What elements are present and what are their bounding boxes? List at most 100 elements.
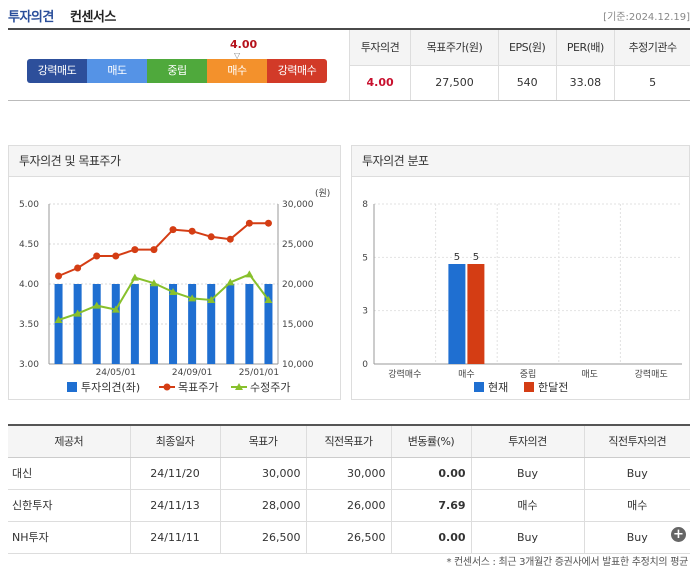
broker-header: 투자의견: [470, 424, 584, 458]
series-line-adjusted-price: [58, 273, 270, 321]
target-price-point: [150, 246, 158, 254]
broker-prev-opinion: Buy: [583, 457, 690, 490]
header-divider: [8, 28, 690, 30]
summary-count-value: 5: [614, 65, 690, 100]
broker-change: 0.00: [390, 521, 471, 554]
broker-target: 26,500: [219, 521, 306, 554]
target-price-point: [264, 219, 272, 227]
legend-marker-adjusted: [235, 383, 243, 390]
broker-date: 24/11/13: [129, 489, 220, 522]
chart1-title: 투자의견 및 목표주가: [9, 146, 340, 177]
target-price-point: [93, 252, 101, 260]
opinion-bar: [130, 284, 139, 364]
summary-header-row: 투자의견 목표주가(원) EPS(원) PER(배) 추정기관수: [348, 30, 690, 66]
expand-plus-icon[interactable]: +: [671, 527, 686, 542]
summary-divider: [8, 100, 690, 101]
broker-prev-target: 30,000: [305, 457, 391, 490]
y-tick-left: 3.50: [19, 320, 39, 330]
x-tick: 24/09/01: [172, 368, 212, 378]
broker-change: 0.00: [390, 457, 471, 490]
legend-swatch-current: [474, 382, 484, 392]
summary-opinion-value: 4.00: [348, 65, 411, 100]
y-tick-left: 5.00: [19, 200, 39, 210]
summary-header: 추정기관수: [614, 30, 690, 66]
opinion-target-price-panel: 투자의견 및 목표주가 3.00 10,000 3.50 15,000 4.00 20,0…: [8, 145, 341, 400]
opinion-bar: [73, 284, 82, 364]
bar-value-label: 5: [454, 252, 460, 263]
y-tick: 8: [362, 200, 368, 210]
distribution-bar: [467, 264, 485, 364]
opinion-bar: [92, 284, 101, 364]
broker-prev-opinion: 매수: [583, 489, 690, 522]
summary-header: 투자의견: [348, 30, 411, 66]
y-tick-right: 10,000: [282, 360, 314, 370]
distribution-bar: [448, 264, 466, 364]
summary-header: 목표주가(원): [410, 30, 499, 66]
y-tick-right: 15,000: [282, 320, 314, 330]
broker-name: 신한투자: [8, 489, 130, 522]
target-price-point: [112, 252, 120, 260]
summary-eps-value: 540: [497, 65, 557, 100]
x-tick: 매수: [458, 369, 475, 380]
adjusted-price-point: [264, 296, 273, 303]
adjusted-price-point: [54, 316, 63, 323]
adjusted-price-point: [111, 305, 120, 313]
target-price-point: [226, 235, 234, 243]
broker-name: NH투자: [8, 521, 130, 554]
opinion-bar: [54, 284, 63, 364]
summary-target-price-value: 27,500: [410, 65, 499, 100]
broker-header: 직전목표가: [305, 424, 391, 458]
adjusted-price-point: [169, 288, 178, 295]
broker-prev-target: 26,000: [305, 489, 391, 522]
broker-header: 직전투자의견: [583, 424, 690, 458]
broker-header: 목표가: [219, 424, 306, 458]
legend-swatch-opinion: [67, 382, 77, 392]
legend-swatch-month-ago: [524, 382, 534, 392]
broker-target: 30,000: [219, 457, 306, 490]
opinion-bar: [226, 284, 235, 364]
opinion-bar: [207, 284, 216, 364]
legend-marker-target: [163, 383, 171, 391]
adjusted-price-point: [245, 270, 254, 278]
consensus-score: 4.00: [230, 38, 258, 51]
broker-opinion: Buy: [470, 521, 584, 554]
broker-table: 제공처 최종일자 목표가 직전목표가 변동률(%) 투자의견 직전투자의견 대신…: [8, 424, 690, 554]
series-line-target-price: [58, 222, 269, 277]
opinion-bar: [111, 284, 120, 364]
adjusted-price-point: [149, 279, 158, 287]
consensus-summary-table: 투자의견 목표주가(원) EPS(원) PER(배) 추정기관수 4.00 27…: [348, 30, 690, 100]
target-price-point: [207, 233, 215, 241]
opinion-distribution-panel: 투자의견 분포 0 3 5 8 강력매수 매수 5 5 중립 매도 강력매도 현재 한달전: [351, 145, 690, 400]
scale-neutral: 중립: [147, 59, 207, 83]
y-tick: 5: [362, 253, 368, 263]
table-row: NH투자 24/11/11 26,500 26,500 0.00 Buy Buy: [8, 521, 690, 554]
table-row: 신한투자 24/11/13 28,000 26,000 7.69 매수 매수: [8, 489, 690, 522]
summary-per-value: 33.08: [555, 65, 615, 100]
opinion-bar: [149, 284, 158, 364]
y-tick: 3: [362, 307, 368, 317]
x-tick: 중립: [520, 369, 537, 380]
y-tick-right: 30,000: [282, 200, 314, 210]
y-tick-left: 4.50: [19, 240, 39, 250]
score-marker-icon: ▽: [234, 51, 241, 60]
legend-label: 수정주가: [250, 381, 290, 394]
x-tick: 24/05/01: [96, 368, 136, 378]
y-tick: 0: [362, 360, 368, 370]
section-title: 투자의견: [8, 10, 54, 25]
chart2-title: 투자의견 분포: [352, 146, 689, 177]
x-tick: 강력매수: [388, 368, 421, 380]
section-subtitle: 컨센서스: [70, 10, 116, 25]
target-price-point: [74, 264, 82, 272]
broker-date: 24/11/20: [129, 457, 220, 490]
table-row: 대신 24/11/20 30,000 30,000 0.00 Buy Buy: [8, 457, 690, 490]
adjusted-price-point: [226, 278, 235, 286]
broker-opinion: Buy: [470, 457, 584, 490]
broker-name: 대신: [8, 457, 130, 490]
y-tick-left: 3.00: [19, 360, 39, 370]
opinion-bar: [245, 284, 254, 364]
broker-change: 7.69: [390, 489, 471, 522]
adjusted-price-point: [73, 309, 82, 317]
x-tick: 강력매도: [635, 368, 668, 380]
summary-header: PER(배): [555, 30, 615, 66]
